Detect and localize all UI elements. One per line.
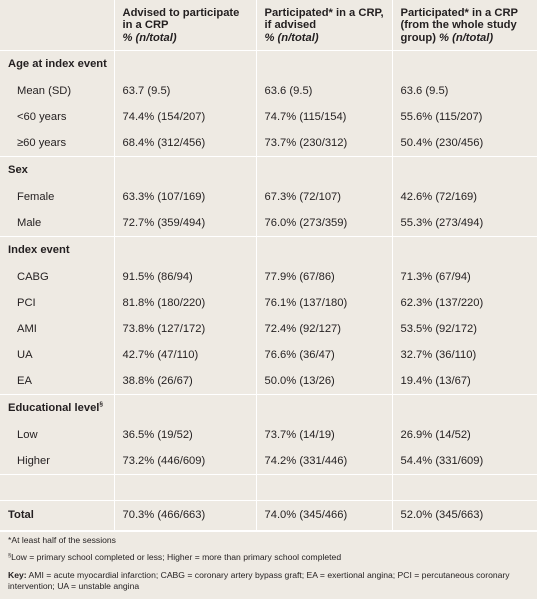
footnote-key: Key: AMI = acute myocardial infarction; … — [8, 570, 529, 593]
header-participated-if-advised-unit: % (n/total) — [264, 31, 319, 44]
total-participated-whole-group: 52.0% (345/663) — [392, 499, 537, 530]
cell-advised: 91.5% (86/94) — [114, 263, 257, 290]
cell-participated-if-advised: 76.0% (273/359) — [256, 209, 393, 236]
cell-advised: 74.4% (154/207) — [114, 103, 257, 130]
cell-advised: 63.7 (9.5) — [114, 77, 257, 104]
table-row: Male 72.7% (359/494) 76.0% (273/359) 55.… — [0, 209, 537, 236]
total-row: Total 70.3% (466/663) 74.0% (345/466) 52… — [0, 499, 537, 530]
table-row: UA 42.7% (47/110) 76.6% (36/47) 32.7% (3… — [0, 341, 537, 368]
header-row: Advised to participate in a CRP % (n/tot… — [0, 0, 537, 51]
cell-participated-if-advised: 74.2% (331/446) — [256, 447, 393, 474]
header-empty-cell — [0, 0, 115, 51]
section-row-sex: Sex — [0, 155, 537, 184]
cell-advised: 68.4% (312/456) — [114, 129, 257, 156]
results-table: Advised to participate in a CRP % (n/tot… — [0, 0, 537, 530]
cell-advised: 36.5% (19/52) — [114, 421, 257, 448]
cell-participated-if-advised: 67.3% (72/107) — [256, 183, 393, 210]
header-participated-whole-group: Participated* in a CRP (from the whole s… — [392, 0, 537, 51]
footnote-education-mark: § — [8, 553, 12, 559]
row-label: Female — [0, 183, 115, 210]
section-row-age: Age at index event — [0, 49, 537, 78]
table-row: EA 38.8% (26/67) 50.0% (13/26) 19.4% (13… — [0, 367, 537, 394]
row-label: UA — [0, 341, 115, 368]
cell-advised: 73.2% (446/609) — [114, 447, 257, 474]
table-row: <60 years 74.4% (154/207) 74.7% (115/154… — [0, 103, 537, 130]
row-label: EA — [0, 367, 115, 394]
cell-participated-whole-group: 19.4% (13/67) — [400, 374, 471, 387]
cell-participated-whole-group: 62.3% (137/220) — [400, 296, 484, 309]
cell-advised: 81.8% (180/220) — [114, 289, 257, 316]
cell-advised: 63.3% (107/169) — [114, 183, 257, 210]
header-participated-whole-group-title: Participated* in a CRP (from the whole s… — [400, 7, 518, 44]
cell-participated-if-advised: 76.6% (36/47) — [256, 341, 393, 368]
row-label: Low — [0, 421, 115, 448]
header-advised: Advised to participate in a CRP % (n/tot… — [114, 0, 257, 51]
cell-participated-if-advised: 73.7% (14/19) — [256, 421, 393, 448]
footnote-key-label: Key: — [8, 569, 27, 580]
cell-advised: 73.8% (127/172) — [114, 315, 257, 342]
cell-participated-whole-group: 26.9% (14/52) — [400, 428, 471, 441]
cell-participated-whole-group: 53.5% (92/172) — [400, 322, 478, 335]
total-label: Total — [0, 499, 115, 530]
table-row: Mean (SD) 63.7 (9.5) 63.6 (9.5) 63.6 (9.… — [0, 77, 537, 104]
row-label: PCI — [0, 289, 115, 316]
table-row: Higher 73.2% (446/609) 74.2% (331/446) 5… — [0, 447, 537, 474]
row-label: Male — [0, 209, 115, 236]
header-advised-title: Advised to participate in a CRP — [122, 7, 240, 32]
cell-participated-whole-group: 55.3% (273/494) — [400, 216, 484, 229]
section-title: Age at index event — [0, 49, 115, 78]
section-title: Educational level — [8, 402, 100, 414]
total-advised: 70.3% (466/663) — [114, 499, 257, 530]
table-row: ≥60 years 68.4% (312/456) 73.7% (230/312… — [0, 129, 537, 156]
cell-advised: 38.8% (26/67) — [114, 367, 257, 394]
section-row-educational-level: Educational level§ — [0, 393, 537, 422]
cell-participated-if-advised: 74.7% (115/154) — [256, 103, 393, 130]
footnote-key-text: AMI = acute myocardial infarction; CABG … — [8, 569, 510, 592]
table-footnotes: *At least half of the sessions §Low = pr… — [0, 529, 537, 593]
header-participated-whole-group-unit: % (n/total) — [439, 31, 494, 44]
cell-participated-whole-group: 71.3% (67/94) — [400, 270, 471, 283]
cell-advised: 42.7% (47/110) — [114, 341, 257, 368]
table-row: CABG 91.5% (86/94) 77.9% (67/86) 71.3% (… — [0, 263, 537, 290]
cell-participated-if-advised: 72.4% (92/127) — [256, 315, 393, 342]
cell-participated-if-advised: 73.7% (230/312) — [256, 129, 393, 156]
cell-participated-if-advised: 77.9% (67/86) — [256, 263, 393, 290]
section-title: Index event — [0, 235, 115, 264]
spacer-row — [0, 473, 537, 500]
row-label: Mean (SD) — [0, 77, 115, 104]
header-participated-if-advised-title: Participated* in a CRP, if advised — [264, 7, 384, 32]
cell-participated-whole-group: 55.6% (115/207) — [400, 110, 483, 123]
table-row: Female 63.3% (107/169) 67.3% (72/107) 42… — [0, 183, 537, 210]
cell-participated-if-advised: 50.0% (13/26) — [256, 367, 393, 394]
section-title: Sex — [0, 155, 115, 184]
table-row: AMI 73.8% (127/172) 72.4% (92/127) 53.5%… — [0, 315, 537, 342]
cell-participated-whole-group: 32.7% (36/110) — [400, 348, 477, 361]
cell-participated-whole-group: 63.6 (9.5) — [400, 84, 449, 97]
row-label: <60 years — [0, 103, 115, 130]
section-title-footnote-mark: § — [99, 401, 104, 408]
header-advised-unit: % (n/total) — [122, 31, 177, 44]
row-label: CABG — [0, 263, 115, 290]
header-participated-if-advised: Participated* in a CRP, if advised % (n/… — [256, 0, 393, 51]
row-label: AMI — [0, 315, 115, 342]
cell-participated-whole-group: 50.4% (230/456) — [400, 136, 484, 149]
section-title-cell: Educational level§ — [0, 393, 115, 422]
footnote-education: §Low = primary school completed or less;… — [8, 552, 529, 564]
footnote-sessions: *At least half of the sessions — [8, 534, 116, 545]
cell-participated-whole-group: 54.4% (331/609) — [400, 454, 484, 467]
footnote-education-text: Low = primary school completed or less; … — [11, 552, 342, 562]
row-label: Higher — [0, 447, 115, 474]
table-row: Low 36.5% (19/52) 73.7% (14/19) 26.9% (1… — [0, 421, 537, 448]
row-label: ≥60 years — [0, 129, 115, 156]
total-participated-if-advised: 74.0% (345/466) — [256, 499, 393, 530]
cell-participated-if-advised: 76.1% (137/180) — [256, 289, 393, 316]
table-row: PCI 81.8% (180/220) 76.1% (137/180) 62.3… — [0, 289, 537, 316]
cell-advised: 72.7% (359/494) — [114, 209, 257, 236]
cell-participated-whole-group: 42.6% (72/169) — [400, 190, 478, 203]
cell-participated-if-advised: 63.6 (9.5) — [256, 77, 393, 104]
section-row-index-event: Index event — [0, 235, 537, 264]
